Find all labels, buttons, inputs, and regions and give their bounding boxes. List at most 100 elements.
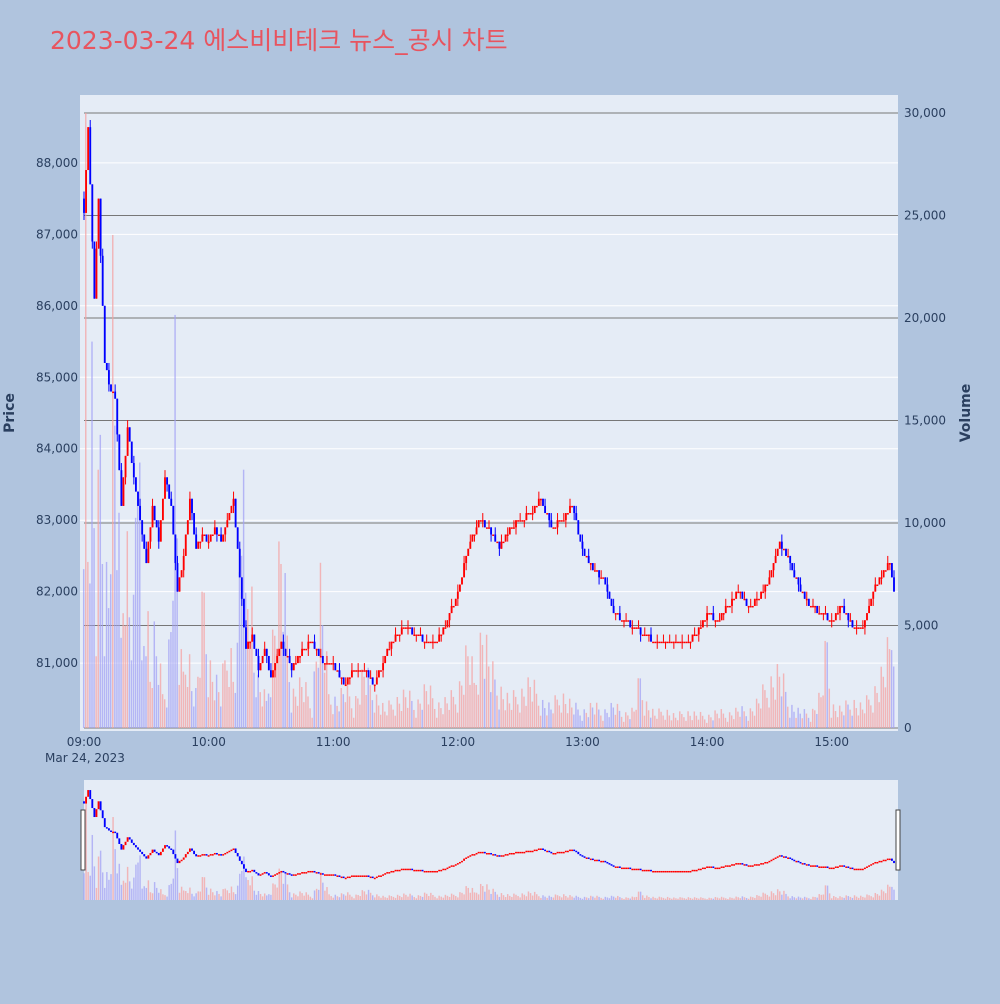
slider-candle: [122, 845, 125, 850]
candle-body: [205, 534, 208, 542]
slider-volume-bar: [475, 892, 478, 900]
volume-bar: [475, 684, 477, 728]
volume-bar: [598, 709, 600, 728]
candle-body: [683, 641, 686, 644]
candle-body: [388, 648, 391, 651]
range-slider[interactable]: [84, 780, 898, 900]
volume-bar: [722, 713, 725, 728]
candle-body: [427, 641, 430, 644]
volume-bar: [244, 592, 247, 728]
range-slider-right-handle[interactable]: [895, 809, 901, 871]
volume-bar: [91, 341, 93, 728]
candle-body: [348, 677, 351, 679]
slider-candle: [787, 857, 790, 859]
slider-volume-bar: [631, 896, 634, 900]
candle-body: [531, 513, 534, 515]
volume-bar: [82, 569, 85, 728]
slider-candle: [496, 855, 499, 857]
volume-bar: [483, 678, 486, 728]
candle-body: [718, 620, 721, 622]
candle-body: [714, 620, 717, 622]
slider-volume-bar: [874, 892, 877, 900]
price-tick-label: 81,000: [36, 656, 78, 670]
candle-body: [782, 548, 785, 551]
volume-bar: [382, 702, 384, 728]
candle-body: [728, 605, 731, 608]
volume-bar: [431, 698, 434, 728]
volume-bar: [687, 711, 689, 728]
volume-bar: [118, 512, 120, 728]
candle-body: [415, 634, 418, 637]
volume-bar: [834, 711, 837, 728]
candle-body: [122, 477, 125, 506]
volume-bar: [838, 705, 841, 728]
slider-volume-bar: [770, 891, 773, 900]
candle-body: [575, 513, 578, 521]
candle-body: [361, 670, 364, 672]
volume-bar: [307, 696, 309, 728]
candle-body: [841, 605, 844, 608]
slider-candle: [346, 876, 349, 879]
volume-bar: [452, 696, 455, 728]
slider-volume-bar: [324, 890, 326, 900]
slider-volume-bar: [411, 895, 413, 900]
slider-candle: [708, 866, 711, 868]
candle-body: [238, 548, 241, 578]
slider-candle: [490, 852, 493, 855]
candle-body: [554, 527, 557, 529]
volume-bar: [230, 648, 232, 728]
candle-body: [240, 577, 243, 599]
volume-bar: [878, 702, 880, 728]
slider-volume-bar: [806, 897, 808, 900]
candle-body: [280, 641, 283, 649]
candle-body: [99, 198, 102, 256]
slider-candle: [355, 875, 358, 877]
slider-candle: [369, 876, 372, 879]
slider-volume-bar: [363, 891, 366, 900]
slider-volume-bar: [702, 897, 704, 900]
candle-body: [749, 605, 752, 608]
slider-candle: [569, 849, 571, 852]
volume-bar: [193, 706, 195, 728]
slider-candle: [255, 872, 258, 874]
volume-bar: [448, 709, 450, 728]
slider-volume-bar: [764, 893, 766, 900]
slider-volume-bar: [635, 896, 638, 900]
candle-body: [209, 534, 212, 542]
candle-body: [874, 584, 877, 592]
slider-volume-bar: [326, 887, 328, 900]
candle-body: [641, 634, 644, 637]
slider-volume-bar: [523, 894, 526, 900]
slider-candle: [284, 872, 287, 874]
slider-candle: [344, 877, 347, 880]
candle-body: [571, 505, 574, 508]
volume-bar: [359, 704, 361, 728]
volume-bar: [766, 697, 768, 728]
slider-candle: [745, 864, 748, 866]
slider-volume-bar: [311, 898, 314, 900]
slider-candle: [137, 847, 139, 850]
slider-candle: [105, 827, 108, 829]
candle-body: [722, 613, 725, 615]
volume-bar: [824, 640, 826, 728]
slider-volume-bar: [722, 897, 725, 900]
slider-volume-bar: [479, 883, 482, 900]
volume-bar: [377, 705, 380, 728]
slider-volume-bar: [583, 896, 586, 900]
slider-volume-bar: [83, 873, 85, 900]
volume-bar: [419, 703, 421, 728]
slider-candle: [168, 846, 171, 849]
range-slider-left-handle[interactable]: [80, 809, 86, 871]
candle-body: [141, 520, 144, 535]
volume-bar: [741, 706, 743, 728]
volume-bar: [141, 660, 143, 728]
candle-body: [213, 527, 216, 535]
slider-volume-bar: [106, 872, 108, 900]
volume-bar: [521, 688, 523, 728]
slider-candle: [164, 845, 166, 849]
slider-candle: [633, 868, 636, 871]
slider-candle: [336, 875, 339, 877]
slider-candle: [315, 872, 318, 874]
slider-candle: [666, 870, 669, 873]
